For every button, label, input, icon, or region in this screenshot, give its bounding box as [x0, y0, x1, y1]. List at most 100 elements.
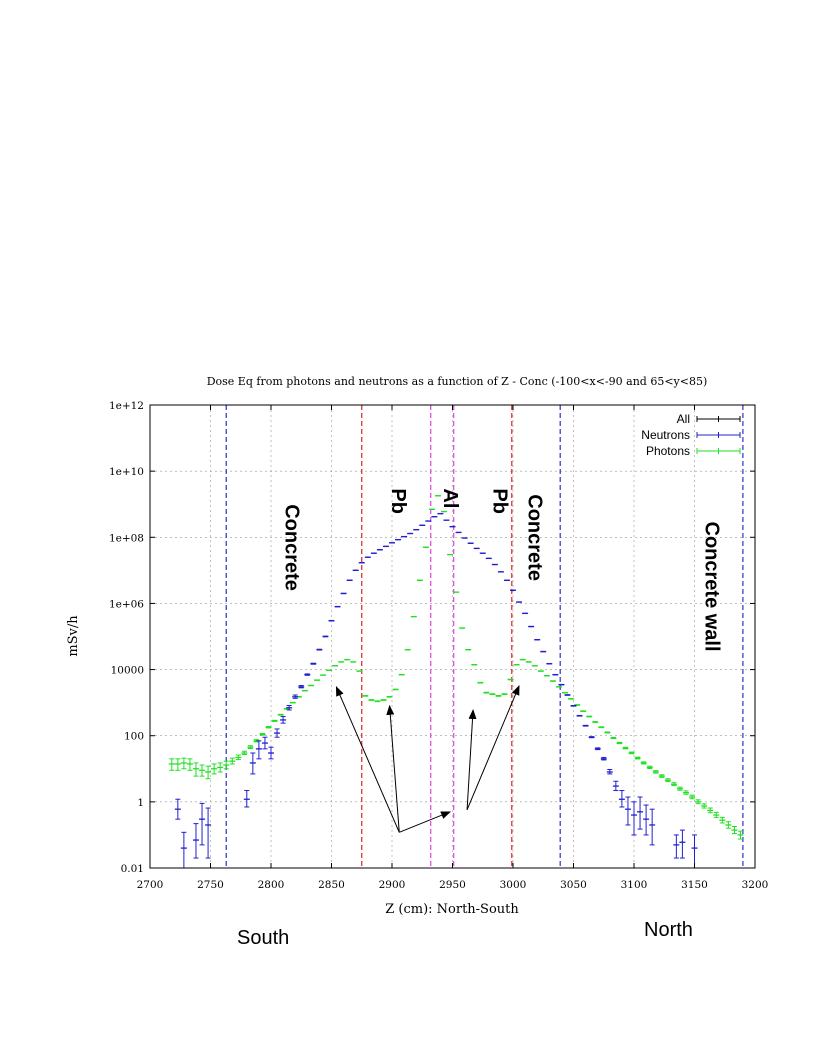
data-point: [643, 804, 650, 836]
legend-item: All: [677, 412, 741, 426]
data-point: [304, 673, 311, 676]
x-tick-label: 2750: [197, 879, 224, 891]
data-point: [600, 756, 607, 761]
data-point: [695, 799, 702, 805]
region-label: Pb: [489, 488, 511, 514]
x-axis-ticks: 2700 2750 2800 2850 2900 2950 3000 3050 3100 3150…: [137, 405, 769, 891]
data-point: [588, 736, 595, 739]
x-tick-label: 2850: [318, 879, 345, 891]
data-point: [582, 724, 589, 727]
data-point: [286, 704, 293, 711]
data-point: [380, 699, 387, 701]
data-point: [604, 731, 611, 734]
data-point: [495, 694, 502, 697]
data-point: [707, 807, 714, 814]
data-point: [606, 769, 613, 775]
x-tick-label: 2700: [137, 879, 164, 891]
data-point: [701, 803, 708, 809]
data-point: [501, 693, 508, 696]
legend-label: Neutrons: [641, 428, 690, 442]
x-tick-label: 3200: [742, 879, 769, 891]
data-point: [386, 695, 393, 698]
data-point: [274, 728, 281, 738]
data-point: [292, 694, 299, 699]
region-label: Concrete: [524, 494, 546, 581]
data-point: [737, 830, 744, 840]
region-labels: Concrete Pb Al Pb Concrete Concrete wall: [281, 488, 723, 651]
data-point: [362, 695, 369, 697]
data-point: [192, 762, 199, 777]
arrows: [335, 685, 520, 833]
data-point: [259, 732, 266, 736]
neutrons-series: [174, 512, 698, 869]
x-tick-label: 2900: [379, 879, 406, 891]
data-point: [268, 746, 274, 760]
region-label: Concrete wall: [700, 522, 722, 652]
arrow: [399, 811, 452, 833]
data-point: [168, 758, 175, 771]
data-point: [205, 765, 212, 780]
y-tick-label: 10000: [111, 665, 144, 677]
x-tick-label: 2950: [439, 879, 466, 891]
data-point: [255, 740, 262, 760]
data-point: [640, 761, 647, 765]
data-point: [249, 752, 256, 775]
arrow: [466, 708, 477, 810]
legend-item: Neutrons: [641, 428, 741, 442]
data-point: [243, 790, 250, 808]
legend: All Neutrons Photons: [641, 412, 741, 458]
data-point: [217, 762, 224, 773]
north-label: North: [644, 919, 693, 941]
data-point: [631, 801, 637, 836]
arrow: [335, 685, 400, 833]
data-point: [637, 796, 644, 830]
data-point: [180, 757, 187, 770]
data-point: [174, 758, 181, 771]
data-point: [477, 681, 484, 684]
data-point: [271, 719, 278, 722]
chart-title: Dose Eq from photons and neutrons as a f…: [207, 375, 708, 388]
data-point: [368, 699, 375, 701]
region-label: Pb: [387, 488, 409, 514]
data-point: [610, 736, 617, 740]
x-tick-label: 3150: [681, 879, 708, 891]
arrow: [466, 685, 520, 811]
data-point: [628, 751, 635, 755]
data-point: [241, 750, 248, 756]
data-point: [618, 790, 625, 808]
legend-item: Photons: [646, 444, 741, 458]
grid-lines: [150, 405, 755, 868]
data-point: [261, 736, 268, 750]
y-tick-label: 0.01: [121, 863, 144, 875]
data-point: [223, 760, 230, 770]
data-point: [592, 721, 599, 723]
data-point: [483, 691, 490, 694]
data-point: [570, 704, 577, 707]
photons-series: [168, 495, 744, 840]
data-point: [580, 710, 587, 713]
data-point: [392, 688, 399, 691]
data-point: [564, 694, 571, 696]
south-label: South: [237, 927, 289, 949]
region-label: Al: [439, 488, 461, 508]
data-point: [725, 821, 732, 829]
data-point: [180, 831, 187, 869]
data-point: [235, 754, 242, 761]
data-point: [316, 648, 323, 651]
material-boundary-lines: [225, 405, 744, 868]
x-tick-label: 3000: [500, 879, 527, 891]
y-tick-label: 1e+10: [109, 466, 144, 478]
data-point: [658, 774, 665, 778]
y-axis-ticks: 0.01 1 100 10000 1e+06 1e+08 1e+10 1e+12: [109, 400, 755, 875]
data-point: [186, 758, 193, 771]
data-point: [328, 619, 335, 622]
data-point: [713, 811, 720, 818]
data-point: [594, 747, 601, 751]
legend-label: Photons: [646, 444, 690, 458]
data-point: [616, 741, 623, 745]
data-point: [664, 778, 671, 783]
data-point: [298, 684, 305, 689]
y-tick-label: 1: [137, 797, 144, 809]
data-point: [489, 693, 496, 696]
data-point: [634, 756, 641, 760]
